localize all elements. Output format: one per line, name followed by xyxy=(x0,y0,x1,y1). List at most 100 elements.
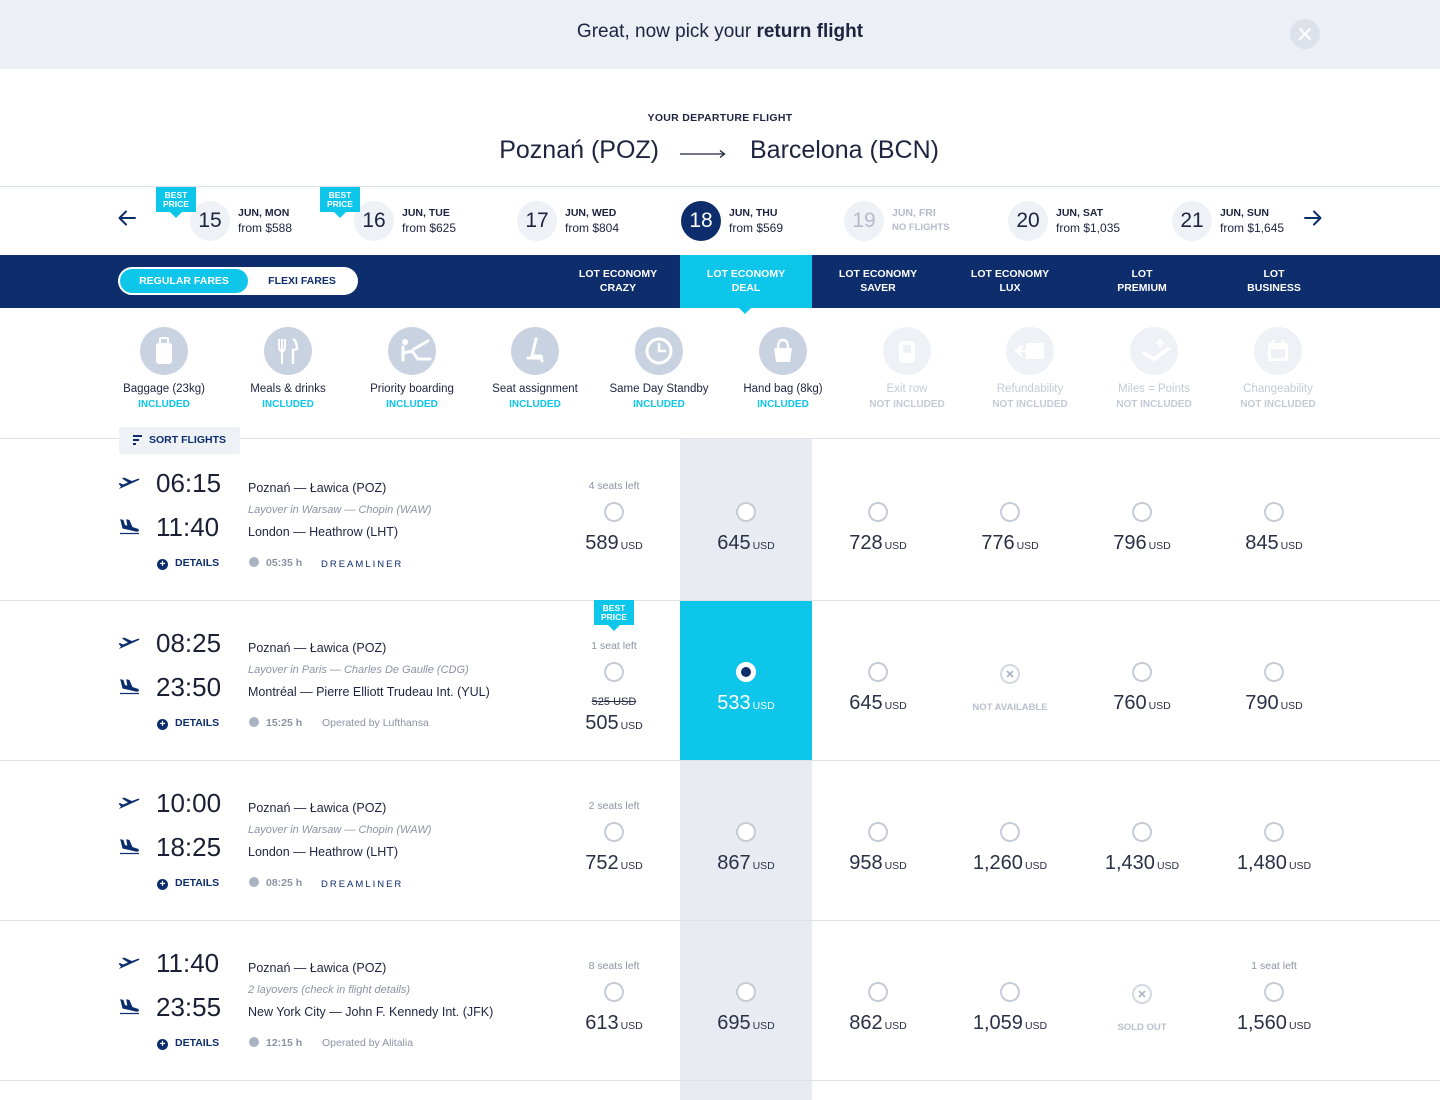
destination-airport: London — Heathrow (LHT) xyxy=(248,845,399,859)
fare-radio[interactable] xyxy=(1000,502,1020,522)
fare-price: 752 USD xyxy=(585,852,643,874)
fare-radio[interactable] xyxy=(1000,982,1020,1002)
sort-flights-button[interactable]: SORT FLIGHTS xyxy=(119,427,240,454)
layover-info: Layover in Warsaw — Chopin (WAW) xyxy=(248,824,432,836)
fare-radio[interactable] xyxy=(868,502,888,522)
fare-price-cell[interactable]: 845 USD xyxy=(1208,440,1340,599)
fare-radio[interactable] xyxy=(868,982,888,1002)
seats-left: 2 seats left xyxy=(588,800,640,812)
fare-column-economy-lux[interactable]: LOT ECONOMY LUX xyxy=(970,268,1050,294)
route-origin: Poznań (POZ) xyxy=(499,136,659,164)
departure-time: 08:25 xyxy=(156,628,222,658)
fare-price-cell: SOLD OUT xyxy=(1076,920,1208,1079)
fare-price-cell[interactable]: 645 USD xyxy=(680,440,812,599)
fare-price: 645 USD xyxy=(849,692,907,714)
fare-price-cell[interactable]: BEST PRICE 1 seat left 525 USD 505 USD xyxy=(548,600,680,759)
fare-price-cell[interactable]: 867 USD xyxy=(680,760,812,919)
date-number: 17 xyxy=(517,201,557,241)
row-divider xyxy=(0,760,1440,761)
fare-radio[interactable] xyxy=(736,502,756,522)
flight-duration: 15:25 h xyxy=(249,717,302,729)
fare-price-cell[interactable]: 8 seats left 613 USD xyxy=(548,920,680,1079)
fare-radio[interactable] xyxy=(736,662,756,682)
fare-radio[interactable] xyxy=(736,982,756,1002)
layover-info: Layover in Paris — Charles De Gaulle (CD… xyxy=(248,664,469,676)
prev-dates-button[interactable] xyxy=(118,209,136,232)
landing-icon xyxy=(118,679,140,700)
fare-price-cell[interactable]: 796 USD xyxy=(1076,440,1208,599)
exit-row-icon xyxy=(899,341,915,363)
fare-radio[interactable] xyxy=(604,982,624,1002)
close-button[interactable] xyxy=(1290,19,1320,49)
fare-radio[interactable] xyxy=(868,822,888,842)
clock-icon xyxy=(249,1037,259,1047)
fare-column-premium[interactable]: LOT PREMIUM xyxy=(1117,268,1167,294)
fare-price-cell[interactable]: 958 USD xyxy=(812,760,944,919)
fare-price-cell[interactable]: 533 USD xyxy=(680,600,812,759)
fare-radio[interactable] xyxy=(1264,502,1284,522)
fare-radio[interactable] xyxy=(604,502,624,522)
fare-price-cell[interactable]: 862 USD xyxy=(812,920,944,1079)
details-link[interactable]: + DETAILS xyxy=(157,1037,219,1050)
clock-icon xyxy=(249,877,259,887)
fare-price-cell[interactable]: 790 USD xyxy=(1208,600,1340,759)
destination-airport: New York City — John F. Kennedy Int. (JF… xyxy=(248,1005,494,1019)
fare-price-cell[interactable]: 695 USD xyxy=(680,920,812,1079)
fare-radio[interactable] xyxy=(868,662,888,682)
fare-price-cell[interactable]: 776 USD xyxy=(944,440,1076,599)
arrival-time: 23:55 xyxy=(156,992,222,1022)
banner-title: Great, now pick your return flight xyxy=(576,21,864,42)
details-link[interactable]: + DETAILS xyxy=(157,877,219,890)
fare-price-cell[interactable]: 1,430 USD xyxy=(1076,760,1208,919)
best-price-badge: BEST PRICE xyxy=(594,600,634,634)
fare-price-cell[interactable]: 4 seats left 589 USD xyxy=(548,440,680,599)
fare-price: 1,480 USD xyxy=(1236,852,1312,874)
fare-radio[interactable] xyxy=(1132,502,1152,522)
fare-column-economy-crazy[interactable]: LOT ECONOMY CRAZY xyxy=(578,268,658,294)
fare-price-cell[interactable]: 1,059 USD xyxy=(944,920,1076,1079)
next-dates-button[interactable] xyxy=(1304,209,1322,232)
takeoff-icon xyxy=(118,797,140,816)
regular-fares-option[interactable]: REGULAR FARES xyxy=(120,269,248,293)
fare-radio[interactable] xyxy=(1264,662,1284,682)
dreamliner-logo: DREAMLINER xyxy=(321,879,404,890)
divider xyxy=(0,438,1440,439)
fare-radio[interactable] xyxy=(1264,822,1284,842)
fare-radio[interactable] xyxy=(736,822,756,842)
fare-price: 728 USD xyxy=(849,532,907,554)
fare-radio[interactable] xyxy=(1132,662,1152,682)
details-label: DETAILS xyxy=(175,1037,220,1049)
fare-price-cell[interactable]: 1,260 USD xyxy=(944,760,1076,919)
fare-radio[interactable] xyxy=(604,662,624,682)
fare-radio[interactable] xyxy=(1132,822,1152,842)
fare-column-economy-deal[interactable]: LOT ECONOMY DEAL xyxy=(680,255,812,308)
fare-price: 958 USD xyxy=(849,852,907,874)
fare-radio[interactable] xyxy=(604,822,624,842)
plus-icon: + xyxy=(157,559,168,570)
operator-name: Operated by Lufthansa xyxy=(322,717,429,729)
fare-column-economy-saver[interactable]: LOT ECONOMY SAVER xyxy=(838,268,918,294)
fare-price-cell[interactable]: 728 USD xyxy=(812,440,944,599)
divider xyxy=(0,186,1440,187)
date-number: 15 xyxy=(190,201,230,241)
origin-airport: Poznań — Ławica (POZ) xyxy=(248,961,387,975)
fare-radio[interactable] xyxy=(1000,822,1020,842)
flexi-fares-option[interactable]: FLEXI FARES xyxy=(268,275,336,287)
fare-price: 867 USD xyxy=(717,852,775,874)
fare-price: 776 USD xyxy=(981,532,1039,554)
fare-price-cell[interactable]: 2 seats left 752 USD xyxy=(548,760,680,919)
sort-icon xyxy=(133,435,142,445)
fare-radio[interactable] xyxy=(1264,982,1284,1002)
fare-price-cell[interactable]: 1 seat left 1,560 USD xyxy=(1208,920,1340,1079)
fare-column-business[interactable]: LOT BUSINESS xyxy=(1247,268,1301,294)
details-link[interactable]: + DETAILS xyxy=(157,557,219,570)
fare-price: 1,260 USD xyxy=(972,852,1048,874)
unavailable-icon xyxy=(1000,664,1020,684)
destination-airport: London — Heathrow (LHT) xyxy=(248,525,399,539)
landing-icon xyxy=(118,999,140,1020)
fare-price-cell[interactable]: 760 USD xyxy=(1076,600,1208,759)
fare-price-cell[interactable]: 1,480 USD xyxy=(1208,760,1340,919)
fare-price-cell[interactable]: 645 USD xyxy=(812,600,944,759)
details-link[interactable]: + DETAILS xyxy=(157,717,219,730)
departure-time: 06:15 xyxy=(156,468,222,498)
